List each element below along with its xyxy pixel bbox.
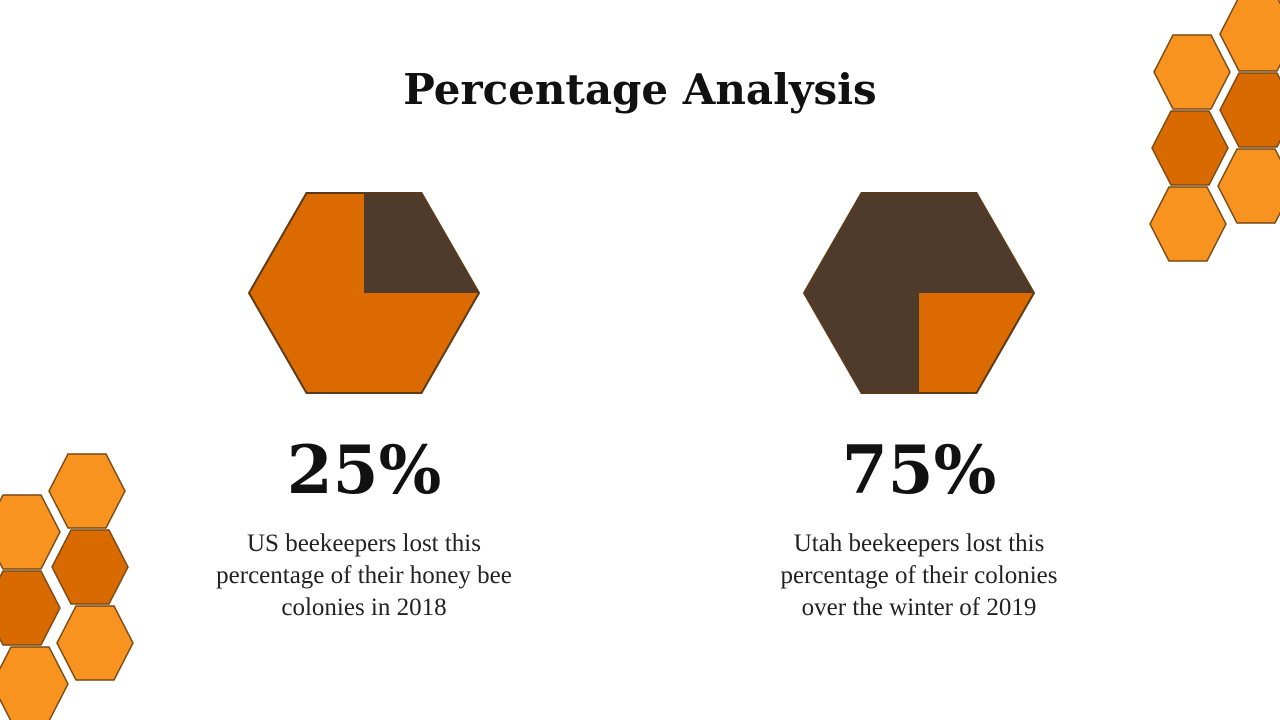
- honeycomb-cell: [1219, 72, 1280, 148]
- honeycomb-cell: [1153, 34, 1231, 110]
- percent-label: 75%: [842, 431, 997, 509]
- caption-line: Utah beekeepers lost this: [794, 530, 1045, 557]
- caption-line: percentage of their colonies: [781, 562, 1058, 589]
- honeycomb-cell: [0, 570, 61, 646]
- honeycomb-cell: [0, 494, 61, 570]
- caption-line: over the winter of 2019: [802, 594, 1037, 621]
- honeycomb-cell: [0, 646, 69, 720]
- honeycomb-cell: [1217, 148, 1280, 224]
- hexagon-outline: [802, 192, 1036, 394]
- honeycomb-cell: [48, 453, 126, 529]
- hexagon-chart: [247, 192, 481, 394]
- honeycomb-cell: [51, 529, 129, 605]
- caption-line: percentage of their honey bee: [216, 562, 512, 589]
- hexagon-slice: [364, 193, 479, 293]
- honeycomb-cell: [1151, 110, 1229, 186]
- honeycomb-cell: [56, 605, 134, 681]
- hexagon-chart: [802, 192, 1036, 394]
- percent-label: 25%: [287, 431, 442, 509]
- slide-title: Percentage Analysis: [403, 65, 876, 114]
- caption-line: colonies in 2018: [281, 594, 446, 621]
- honeycomb-cell: [1149, 186, 1227, 262]
- hexagon-outline: [247, 192, 481, 394]
- caption-line: US beekeepers lost this: [247, 530, 481, 557]
- honeycomb-cell: [1219, 0, 1280, 72]
